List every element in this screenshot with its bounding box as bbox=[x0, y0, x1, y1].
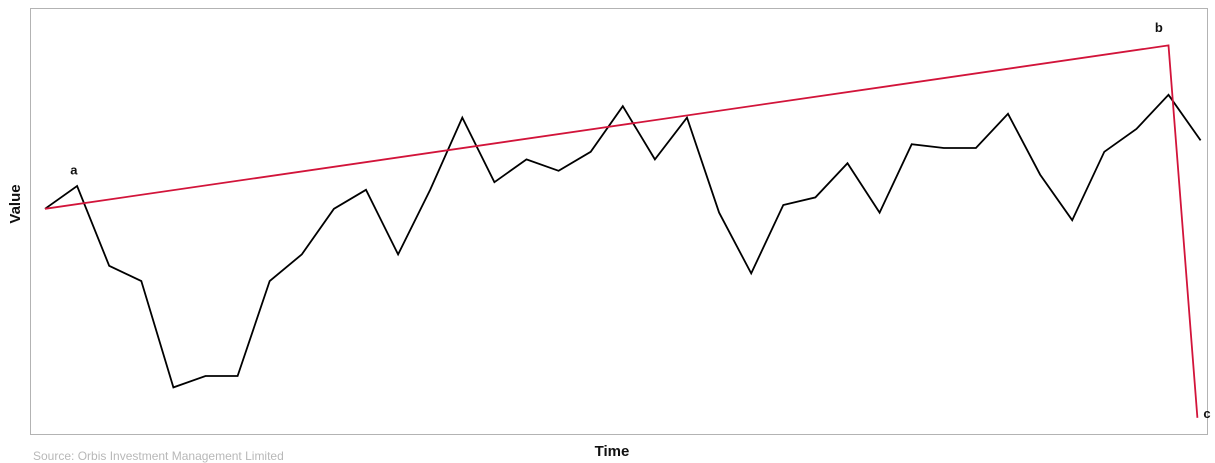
x-axis-title: Time bbox=[595, 443, 630, 460]
series-layer bbox=[44, 44, 1202, 418]
source-note: Source: Orbis Investment Management Limi… bbox=[33, 449, 284, 463]
point-label-c: c bbox=[1203, 406, 1210, 421]
annotation-layer: a b c bbox=[70, 20, 1210, 421]
plot-frame bbox=[30, 8, 1208, 435]
series-line-red bbox=[44, 44, 1199, 418]
point-label-b: b bbox=[1155, 20, 1163, 35]
point-label-a: a bbox=[70, 163, 78, 178]
series-line-black bbox=[44, 93, 1202, 389]
y-axis-title: Value bbox=[7, 184, 24, 223]
